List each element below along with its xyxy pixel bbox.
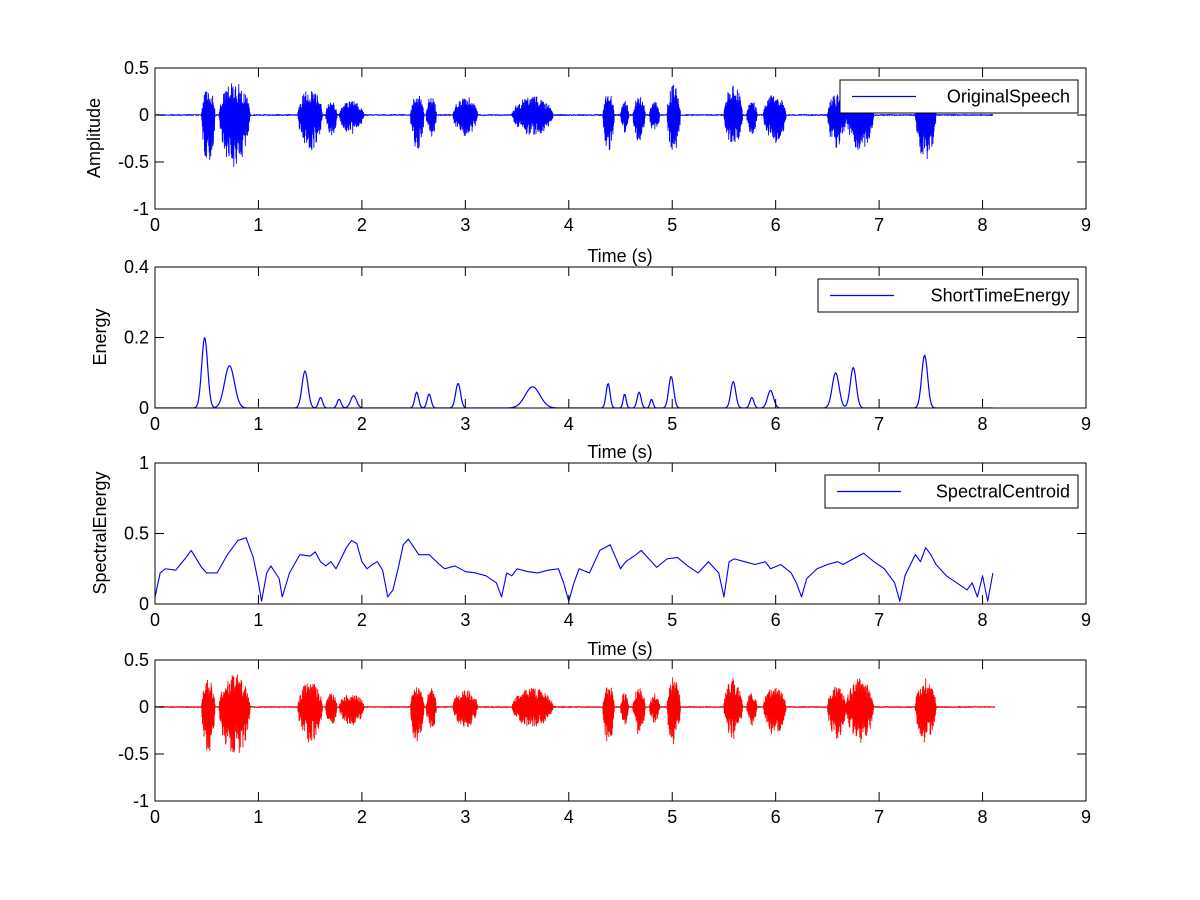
x-tick-label: 7 — [874, 807, 884, 827]
y-tick-label: -0.5 — [118, 744, 149, 764]
x-tick-label: 3 — [460, 807, 470, 827]
axes-frame — [154, 67, 1087, 210]
y-tick-label: 1 — [139, 453, 149, 473]
y-tick-label: 0 — [139, 105, 149, 125]
subplot-processed-speech: 0 1 2 3 4 5 6 7 8 9 -1 -0.5 0 0.5 — [118, 650, 1091, 827]
series-group — [155, 537, 994, 602]
y-tick-label: 0.2 — [124, 328, 149, 348]
plot-area: 0 1 2 3 4 5 6 7 8 9 -1 -0.5 0 0.5 — [118, 650, 1091, 827]
x-tick-label: 5 — [667, 610, 677, 630]
x-tick-label: 1 — [253, 215, 263, 235]
subplot-spectral-centroid: 0 1 2 3 4 5 6 7 8 9 0 0.5 1 SpectralCentroid Time (s)… — [90, 453, 1091, 659]
series-group — [155, 83, 994, 167]
x-tick-label: 3 — [460, 610, 470, 630]
y-tick-label: 0 — [139, 398, 149, 418]
x-tick-label: 3 — [460, 414, 470, 434]
x-tick-label: 1 — [253, 414, 263, 434]
plot-area: 0 1 2 3 4 5 6 7 8 9 0 0.2 0.4 ShortTimeEnergy — [124, 257, 1091, 434]
x-tick-label: 0 — [150, 215, 160, 235]
x-tick-label: 9 — [1081, 610, 1091, 630]
x-tick-label: 3 — [460, 215, 470, 235]
x-tick-label: 6 — [771, 807, 781, 827]
x-tick-label: 0 — [150, 807, 160, 827]
x-tick-label: 2 — [357, 610, 367, 630]
x-tick-label: 8 — [978, 215, 988, 235]
x-tick-label: 5 — [667, 414, 677, 434]
plot-area: 0 1 2 3 4 5 6 7 8 9 -1 -0.5 0 0.5 OriginalSpeech — [118, 58, 1091, 235]
y-axis-label: SpectralEnergy — [90, 471, 110, 594]
x-tick-label: 9 — [1081, 807, 1091, 827]
x-tick-label: 8 — [978, 807, 988, 827]
x-tick-label: 8 — [978, 414, 988, 434]
y-tick-label: 0 — [139, 594, 149, 614]
x-tick-label: 2 — [357, 215, 367, 235]
x-tick-label: 7 — [874, 610, 884, 630]
x-tick-label: 4 — [564, 414, 574, 434]
subplot-original-speech: 0 1 2 3 4 5 6 7 8 9 -1 -0.5 0 0.5 OriginalSpeech Time … — [84, 58, 1091, 266]
y-tick-label: 0.5 — [124, 524, 149, 544]
y-tick-label: 0.4 — [124, 257, 149, 277]
x-tick-label: 5 — [667, 807, 677, 827]
x-tick-label: 8 — [978, 610, 988, 630]
x-tick-label: 7 — [874, 215, 884, 235]
legend: OriginalSpeech — [839, 79, 1079, 114]
x-axis-label: Time (s) — [587, 442, 652, 462]
x-axis-label: Time (s) — [587, 246, 652, 266]
x-tick-label: 9 — [1081, 414, 1091, 434]
x-tick-label: 6 — [771, 414, 781, 434]
y-tick-label: -1 — [133, 199, 149, 219]
legend-label: OriginalSpeech — [947, 87, 1070, 107]
legend-label: SpectralCentroid — [936, 482, 1070, 502]
x-tick-label: 6 — [771, 610, 781, 630]
series-line — [155, 674, 996, 753]
legend: SpectralCentroid — [824, 474, 1079, 509]
subplot-short-time-energy: 0 1 2 3 4 5 6 7 8 9 0 0.2 0.4 ShortTimeEnergy Time (s… — [90, 257, 1091, 462]
y-tick-label: -0.5 — [118, 152, 149, 172]
y-tick-label: 0 — [139, 697, 149, 717]
axes-frame — [154, 659, 1087, 802]
x-tick-label: 4 — [564, 807, 574, 827]
x-tick-label: 6 — [771, 215, 781, 235]
series-line — [155, 83, 994, 167]
series-group — [155, 674, 996, 753]
x-tick-label: 1 — [253, 807, 263, 827]
y-axis-label: Amplitude — [84, 98, 104, 178]
x-tick-label: 4 — [564, 610, 574, 630]
x-tick-label: 5 — [667, 215, 677, 235]
plot-area: 0 1 2 3 4 5 6 7 8 9 0 0.5 1 SpectralCentroid — [124, 453, 1091, 630]
x-axis-label: Time (s) — [587, 639, 652, 659]
x-tick-label: 0 — [150, 414, 160, 434]
y-tick-label: 0.5 — [124, 58, 149, 78]
legend: ShortTimeEnergy — [817, 278, 1079, 313]
y-tick-label: -1 — [133, 791, 149, 811]
series-line — [155, 537, 994, 602]
x-tick-label: 1 — [253, 610, 263, 630]
x-tick-label: 4 — [564, 215, 574, 235]
x-tick-label: 7 — [874, 414, 884, 434]
x-tick-label: 2 — [357, 414, 367, 434]
x-tick-label: 2 — [357, 807, 367, 827]
y-tick-label: 0.5 — [124, 650, 149, 670]
x-tick-label: 9 — [1081, 215, 1091, 235]
plot-background — [155, 660, 1086, 801]
legend-label: ShortTimeEnergy — [931, 286, 1070, 306]
y-axis-label: Energy — [90, 308, 110, 365]
x-tick-label: 0 — [150, 610, 160, 630]
